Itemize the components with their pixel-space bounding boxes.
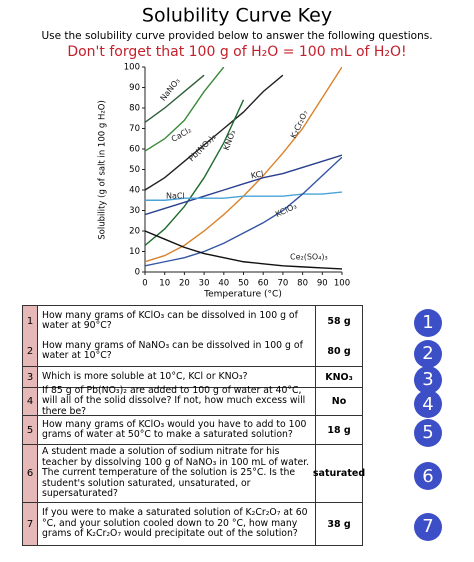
y-tick-label: 50 — [129, 165, 140, 175]
solubility-curve — [145, 230, 342, 270]
answer: 58 g — [327, 315, 351, 327]
row-number: 4 — [23, 388, 38, 415]
curve-label: KClO₃ — [274, 202, 298, 220]
reminder: Don't forget that 100 g of H₂O = 100 mL … — [67, 44, 406, 60]
row-number: 1 — [23, 306, 38, 336]
x-tick-label: 60 — [258, 279, 269, 289]
question: How many grams of KClO₃ would you have t… — [38, 416, 316, 444]
table-row: 2 How many grams of NaNO₃ can be dissolve… — [22, 336, 363, 367]
row-number: 2 — [23, 336, 38, 366]
table-row: 1 How many grams of KClO₃ can be dissolve… — [22, 305, 363, 337]
step-circle: 3 — [414, 365, 442, 394]
answer: saturated — [312, 468, 366, 479]
question: Which is more soluble at 10°C, KCl or KN… — [38, 367, 316, 387]
solubility-curve — [145, 74, 205, 123]
x-tick-label: 40 — [218, 279, 229, 289]
x-tick-label: 90 — [317, 279, 328, 289]
question: A student made a solution of sodium nitr… — [38, 445, 316, 502]
y-tick-label: 100 — [124, 63, 140, 73]
curve-label: Ce₂(SO₄)₃ — [290, 253, 328, 262]
title: Solubility Curve Key — [142, 5, 332, 27]
y-tick-label: 30 — [129, 206, 140, 216]
y-tick-label: 60 — [129, 145, 140, 155]
x-tick-label: 50 — [238, 279, 249, 289]
solubility-curve — [145, 191, 342, 201]
solubility-curve — [145, 74, 284, 191]
table-row: 3 Which is more soluble at 10°C, KCl or K… — [22, 367, 363, 388]
row-number: 3 — [23, 367, 38, 387]
y-tick-label: 10 — [129, 247, 140, 257]
x-tick-label: 70 — [277, 279, 288, 289]
answer: 80 g — [327, 345, 351, 357]
curves — [145, 67, 342, 270]
table-row: 4 If 85 g of Pb(NO₃)₂ are added to 100 g … — [22, 385, 363, 417]
table-row: 7 If you were to make a saturated solutio… — [22, 503, 363, 546]
curve-label: K₂Cr₂O₇ — [289, 109, 310, 140]
curve-label: Pb(NO₃)₂ — [187, 132, 218, 163]
row-number: 7 — [23, 503, 38, 545]
y-tick-label: 20 — [129, 227, 140, 237]
y-tick-label: 80 — [129, 104, 140, 114]
answer: KNO₃ — [325, 371, 353, 383]
row-number: 5 — [23, 416, 38, 444]
table-row: 5 How many grams of KClO₃ would you have … — [22, 416, 363, 445]
question: How many grams of KClO₃ can be dissolved… — [38, 306, 316, 336]
answer: 18 g — [327, 424, 351, 436]
solubility-curve — [145, 154, 342, 216]
solubility-curve — [145, 99, 245, 246]
x-tick-label: 100 — [334, 279, 350, 289]
y-axis-label: Solubility (g of salt in 100 g H₂O) — [98, 100, 108, 240]
step-circle: 4 — [414, 390, 442, 418]
row-number: 6 — [23, 445, 38, 502]
answer: 38 g — [327, 518, 351, 530]
chart: Solubility Curve Key Use the solubility … — [41, 5, 432, 300]
solubility-curve — [145, 156, 342, 267]
x-tick-label: 20 — [179, 279, 190, 289]
curve-label: NaNO₃ — [158, 76, 181, 102]
x-tick-label: 30 — [199, 279, 210, 289]
y-tick-label: 70 — [129, 124, 140, 134]
x-tick-label: 10 — [159, 279, 170, 289]
question: How many grams of NaNO₃ can be dissolved… — [38, 336, 316, 366]
y-tick-label: 90 — [129, 83, 140, 93]
x-tick-label: 80 — [297, 279, 308, 289]
answer: No — [331, 396, 347, 407]
x-tick-label: 0 — [142, 279, 147, 289]
curve-label: NaCl — [166, 192, 185, 201]
step-circle: 6 — [414, 462, 442, 490]
solubility-curve — [145, 67, 225, 152]
step-circle: 7 — [414, 512, 442, 541]
x-axis-label: Temperature (°C) — [203, 290, 282, 300]
curve-label: KCl — [250, 169, 264, 180]
step-circle: 5 — [414, 418, 442, 447]
question: If 85 g of Pb(NO₃)₂ are added to 100 g o… — [38, 385, 316, 417]
step-circle: 1 — [414, 308, 442, 337]
step-circle: 2 — [414, 339, 442, 368]
question: If you were to make a saturated solution… — [38, 503, 316, 545]
instructions: Use the solubility curve provided below … — [41, 30, 432, 42]
y-tick-label: 40 — [129, 186, 140, 196]
curve-label: CaCl₂ — [170, 125, 193, 144]
y-tick-label: 0 — [135, 268, 140, 278]
curve-label: KNO₃ — [222, 129, 238, 152]
